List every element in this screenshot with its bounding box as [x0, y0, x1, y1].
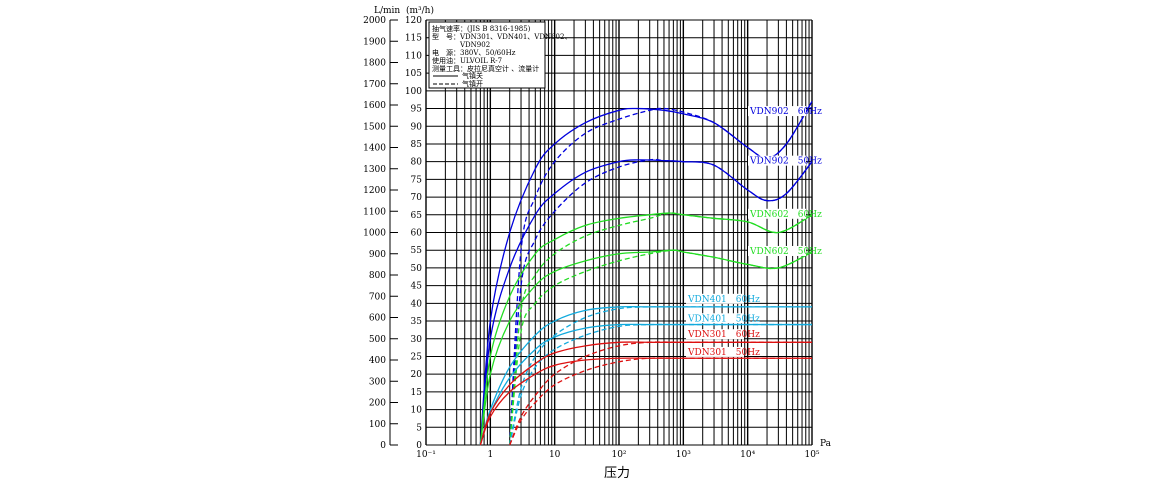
y-tick-label-right: 55	[411, 246, 423, 256]
y-tick-label-left: 1100	[363, 207, 386, 217]
x-tick-label: 10	[549, 450, 561, 460]
series-label-bg	[748, 245, 806, 256]
y-tick-label-right: 65	[411, 211, 423, 221]
x-tick-label: 10⁴	[740, 450, 755, 460]
series-label: VDN902 50Hz	[749, 157, 822, 167]
y-tick-label-left: 800	[369, 271, 386, 281]
left-axis-label: L/min	[374, 6, 400, 16]
series-vdn301-60hz-solid	[479, 341, 812, 446]
y-tick-label-right: 30	[411, 335, 423, 345]
legend-text: 电 源：380V、50/60Hz	[432, 48, 516, 57]
curves: VDN902 60Hz VDN902 50Hz VDN602 60Hz VDN602 …	[479, 101, 822, 446]
series-label-bg	[748, 155, 806, 166]
y-tick-label-right: 15	[411, 388, 423, 398]
series-vdn902-50hz-solid	[479, 159, 813, 446]
series-vdn602-60hz-dashed	[509, 212, 813, 446]
y-tick-label-left: 1700	[363, 80, 386, 90]
legend-text: 抽气速率：(JIS B 8316-1985)	[432, 24, 531, 33]
series-label: VDN902 60Hz	[749, 107, 822, 117]
y-tick-label-left: 700	[369, 292, 386, 302]
right-axis-label: (m³/h)	[406, 5, 434, 16]
y-tick-label-right: 60	[411, 229, 423, 239]
series-label: VDN301 50Hz	[687, 348, 760, 358]
x-tick-label: 10²	[611, 450, 626, 460]
series-label: VDN301 60Hz	[687, 330, 760, 340]
series-vdn401-50hz-dashed	[509, 323, 812, 446]
y-tick-label-left: 500	[369, 335, 386, 345]
y-tick-label-right: 85	[411, 140, 423, 150]
series-label: VDN401 50Hz	[687, 314, 760, 324]
y-tick-label-right: 120	[405, 16, 422, 26]
y-tick-label-left: 900	[369, 250, 386, 260]
y-tick-label-left: 400	[369, 356, 386, 366]
y-tick-label-right: 20	[411, 370, 423, 380]
y-tick-label-right: 100	[405, 87, 422, 97]
legend-box	[428, 21, 546, 89]
y-tick-label-left: 1800	[363, 59, 386, 69]
y-tick-label-left: 1600	[363, 101, 386, 111]
x-tick-label: 10⁻¹	[416, 450, 436, 460]
y-tick-label-right: 95	[411, 105, 423, 115]
series-label-bg	[686, 346, 744, 357]
series-label: VDN401 60Hz	[687, 295, 760, 305]
series-vdn902-50hz-dashed	[509, 158, 813, 446]
y-tick-label-right: 75	[411, 175, 423, 185]
y-tick-label-right: 90	[411, 122, 423, 132]
legend-text: 测量工具：皮拉尼真空计 、流量计	[432, 64, 539, 73]
y-tick-label-right: 35	[411, 317, 423, 327]
x-axis-title: 压力	[604, 466, 630, 480]
y-tick-label-left: 1300	[363, 165, 386, 175]
y-tick-label-left: 300	[369, 377, 386, 387]
y-tick-label-right: 0	[416, 441, 422, 451]
series-label-bg	[686, 293, 744, 304]
series-label-bg	[748, 106, 806, 117]
series-vdn301-60hz-dashed	[509, 341, 812, 446]
series-vdn401-60hz-dashed	[509, 306, 812, 446]
axes: 0510152025303540455055606570758085909510…	[363, 16, 820, 460]
y-tick-label-left: 100	[369, 420, 386, 430]
legend-text: 型 号：VDN301、VDN401、VDN602、	[432, 32, 571, 41]
y-tick-label-left: 1000	[363, 229, 386, 239]
y-tick-label-left: 0	[380, 441, 386, 451]
y-tick-label-right: 110	[405, 51, 422, 61]
x-tick-label: 10³	[676, 450, 691, 460]
y-tick-label-right: 10	[411, 406, 423, 416]
x-unit-label: Pa	[820, 439, 832, 449]
y-tick-label-right: 50	[411, 264, 423, 274]
legend-text: VDN902	[432, 41, 490, 49]
legend-solid-label: 气镇关	[462, 71, 483, 80]
y-tick-label-left: 1400	[363, 144, 386, 154]
y-tick-label-right: 5	[416, 423, 422, 433]
y-tick-label-right: 70	[411, 193, 423, 203]
series-label-bg	[748, 208, 806, 219]
series-label-bg	[686, 313, 744, 324]
legend: 抽气速率：(JIS B 8316-1985)型 号：VDN301、VDN401、…	[428, 21, 571, 89]
series-label: VDN602 50Hz	[749, 247, 822, 257]
series-label-bg	[686, 329, 744, 340]
series-vdn902-60hz-solid	[479, 101, 813, 446]
series-vdn301-50hz-dashed	[509, 357, 812, 446]
series-label: VDN602 60Hz	[749, 210, 822, 220]
x-tick-label: 1	[487, 450, 493, 460]
y-tick-label-left: 1200	[363, 186, 386, 196]
y-tick-label-right: 40	[411, 299, 423, 309]
y-tick-label-left: 200	[369, 399, 386, 409]
y-tick-label-left: 600	[369, 314, 386, 324]
legend-text: 使用油：ULVOIL R-7	[432, 56, 502, 65]
y-tick-label-right: 45	[411, 282, 423, 292]
y-tick-label-right: 105	[405, 69, 422, 79]
legend-dashed-label: 气镇开	[462, 79, 483, 88]
y-tick-label-right: 80	[411, 158, 423, 168]
y-tick-label-right: 25	[411, 352, 423, 362]
y-tick-label-left: 2000	[363, 16, 386, 26]
y-tick-label-left: 1900	[363, 37, 386, 47]
x-tick-label: 10⁵	[804, 450, 819, 460]
y-tick-label-right: 115	[405, 34, 422, 44]
y-tick-label-left: 1500	[363, 122, 386, 132]
series-vdn602-50hz-solid	[479, 249, 813, 446]
